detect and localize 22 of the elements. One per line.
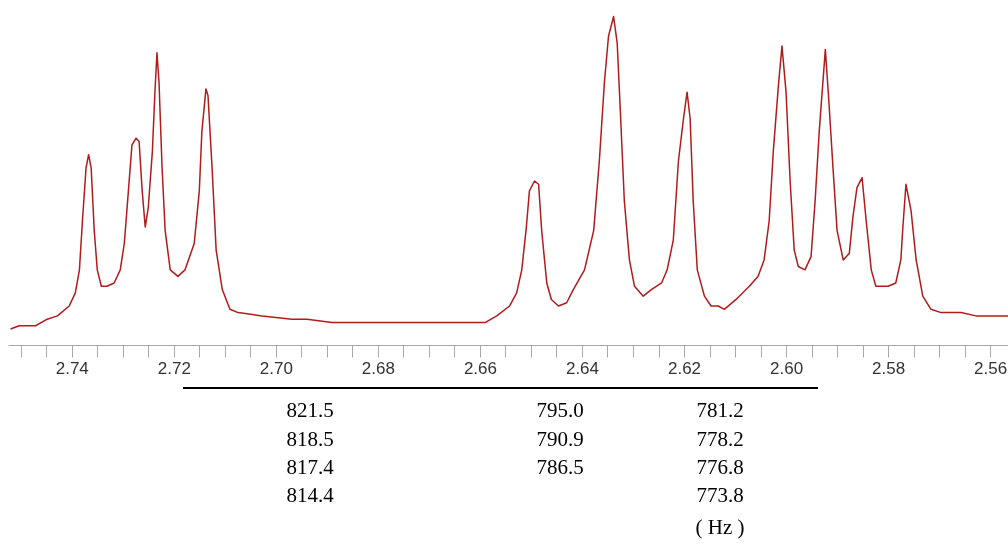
text: ( Hz ) (694, 515, 746, 539)
x-tick-label: 2.60 (770, 358, 804, 378)
text: 790.9 (535, 427, 585, 451)
text: 795.0 (535, 398, 585, 422)
text: 786.5 (535, 455, 585, 479)
x-tick-label: 2.74 (55, 358, 89, 378)
x-tick-label: 2.64 (565, 358, 600, 378)
x-tick-label: 2.70 (259, 358, 293, 378)
text: 821.5 (285, 398, 335, 422)
text: 818.5 (285, 427, 335, 451)
x-tick-label: 2.66 (463, 358, 497, 378)
x-tick-label: 2.58 (872, 358, 906, 378)
text: 814.4 (285, 483, 335, 507)
text: 776.8 (695, 455, 745, 479)
text: 781.2 (695, 398, 745, 422)
text: 773.8 (695, 483, 745, 507)
x-tick-label: 2.72 (157, 358, 191, 378)
x-tick-label: 2.68 (361, 358, 395, 378)
text: 778.2 (695, 427, 745, 451)
x-tick-label: 2.62 (667, 358, 702, 378)
text: 817.4 (285, 455, 335, 479)
x-tick-label: 2.56 (974, 358, 1008, 378)
